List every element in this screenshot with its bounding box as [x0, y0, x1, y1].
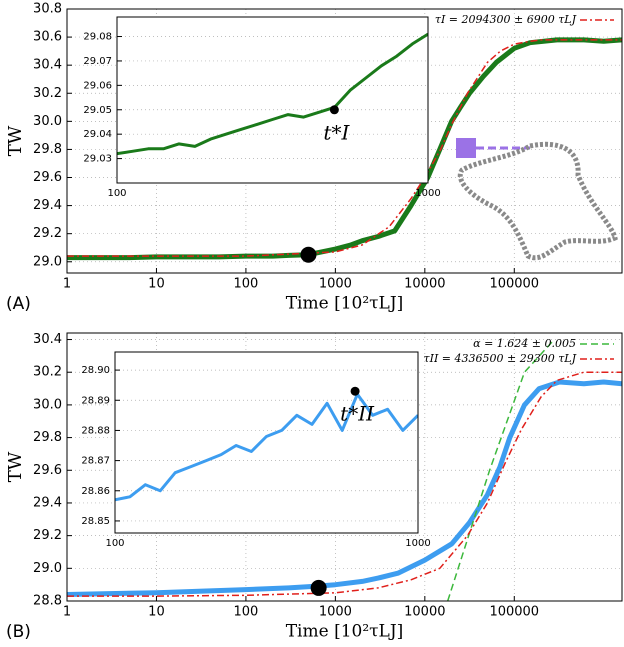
state-marker [456, 138, 476, 158]
x-tick-label: 1000 [319, 277, 352, 292]
x-tick-label: 1000 [415, 188, 440, 199]
y-tick-label: 30.0 [33, 397, 62, 412]
y-tick-label: 29.0 [33, 561, 62, 576]
y-tick-label: 29.04 [83, 129, 112, 140]
y-tick-label: 29.05 [83, 105, 112, 116]
x-tick-label: 100 [107, 188, 126, 199]
y-tick-label: 30.2 [33, 86, 62, 101]
data-line [67, 37, 622, 261]
fit-line [67, 39, 622, 257]
y-tick-label: 30.4 [33, 332, 62, 347]
x-tick-label: 100 [233, 277, 258, 292]
x-tick-label: 1000 [405, 538, 430, 549]
y-tick-label: 30.4 [33, 58, 62, 73]
y-tick-label: 29.4 [33, 198, 62, 213]
x-tick-label: 10000 [404, 605, 445, 620]
fit-line [67, 371, 622, 597]
y-tick-label: 29.6 [33, 170, 62, 185]
highlight-point [300, 246, 317, 263]
panel-label: (A) [6, 294, 31, 314]
y-tick-label: 29.6 [33, 463, 62, 478]
plot-frame [114, 351, 419, 534]
y-tick-label: 29.2 [33, 226, 62, 241]
y-tick-label: 28.85 [81, 516, 110, 527]
y-tick-label: 28.90 [81, 365, 110, 376]
annotation: t*I [323, 120, 350, 144]
y-tick-label: 30.6 [33, 30, 62, 45]
x-tick-label: 10 [148, 277, 165, 292]
x-tick-label: 1000 [319, 605, 352, 620]
fit-line [446, 338, 555, 601]
plot-frame [66, 332, 623, 602]
y-tick-label: 29.03 [83, 154, 112, 165]
y-tick-label: 29.8 [33, 430, 62, 445]
y-tick-label: 30.2 [33, 365, 62, 380]
y-tick-label: 28.8 [33, 594, 62, 609]
y-tick-label: 29.8 [33, 142, 62, 157]
x-tick-label: 100 [105, 538, 124, 549]
legend-label: τII = 4336500 ± 29300 τLJ [424, 352, 577, 365]
y-axis-label: TW [5, 451, 26, 482]
y-axis-label: TW [5, 125, 26, 156]
highlight-point [350, 386, 360, 396]
y-tick-label: 28.87 [81, 456, 110, 467]
x-tick-label: 100 [233, 605, 258, 620]
data-line [115, 392, 418, 502]
panel-label: (B) [6, 622, 31, 642]
y-tick-label: 29.4 [33, 495, 62, 510]
y-tick-label: 28.86 [81, 486, 110, 497]
panel-decorations [456, 138, 618, 261]
x-axis-label: Time [10²τLJ] [286, 294, 404, 314]
y-tick-label: 30.0 [33, 114, 62, 129]
annotation: t*II [340, 402, 375, 426]
x-tick-label: 100000 [489, 605, 539, 620]
y-tick-label: 29.08 [83, 32, 112, 43]
y-tick-label: 28.89 [81, 395, 110, 406]
highlight-point [329, 105, 339, 115]
plot-frame [116, 16, 429, 184]
data-line [67, 379, 622, 597]
plot-background [115, 352, 418, 533]
y-tick-label: 29.0 [33, 254, 62, 269]
x-tick-label: 10 [148, 605, 165, 620]
x-tick-label: 100000 [489, 277, 539, 292]
plot-background [117, 17, 428, 183]
y-tick-label: 28.88 [81, 425, 110, 436]
highlight-point [310, 579, 327, 596]
legend-label: τI = 2094300 ± 6900 τLJ [435, 13, 577, 26]
x-tick-label: 10000 [404, 277, 445, 292]
y-tick-label: 30.8 [33, 2, 62, 17]
legend-label: α = 1.624 ± 0.005 [473, 337, 576, 350]
x-axis-label: Time [10²τLJ] [286, 622, 404, 642]
ring-shape [457, 141, 618, 261]
y-tick-label: 29.2 [33, 528, 62, 543]
data-line [117, 32, 428, 156]
plot-frame [66, 8, 623, 274]
x-tick-label: 1 [63, 605, 71, 620]
x-tick-label: 1 [63, 277, 71, 292]
y-tick-label: 29.06 [83, 80, 112, 91]
y-tick-label: 29.07 [83, 56, 112, 67]
